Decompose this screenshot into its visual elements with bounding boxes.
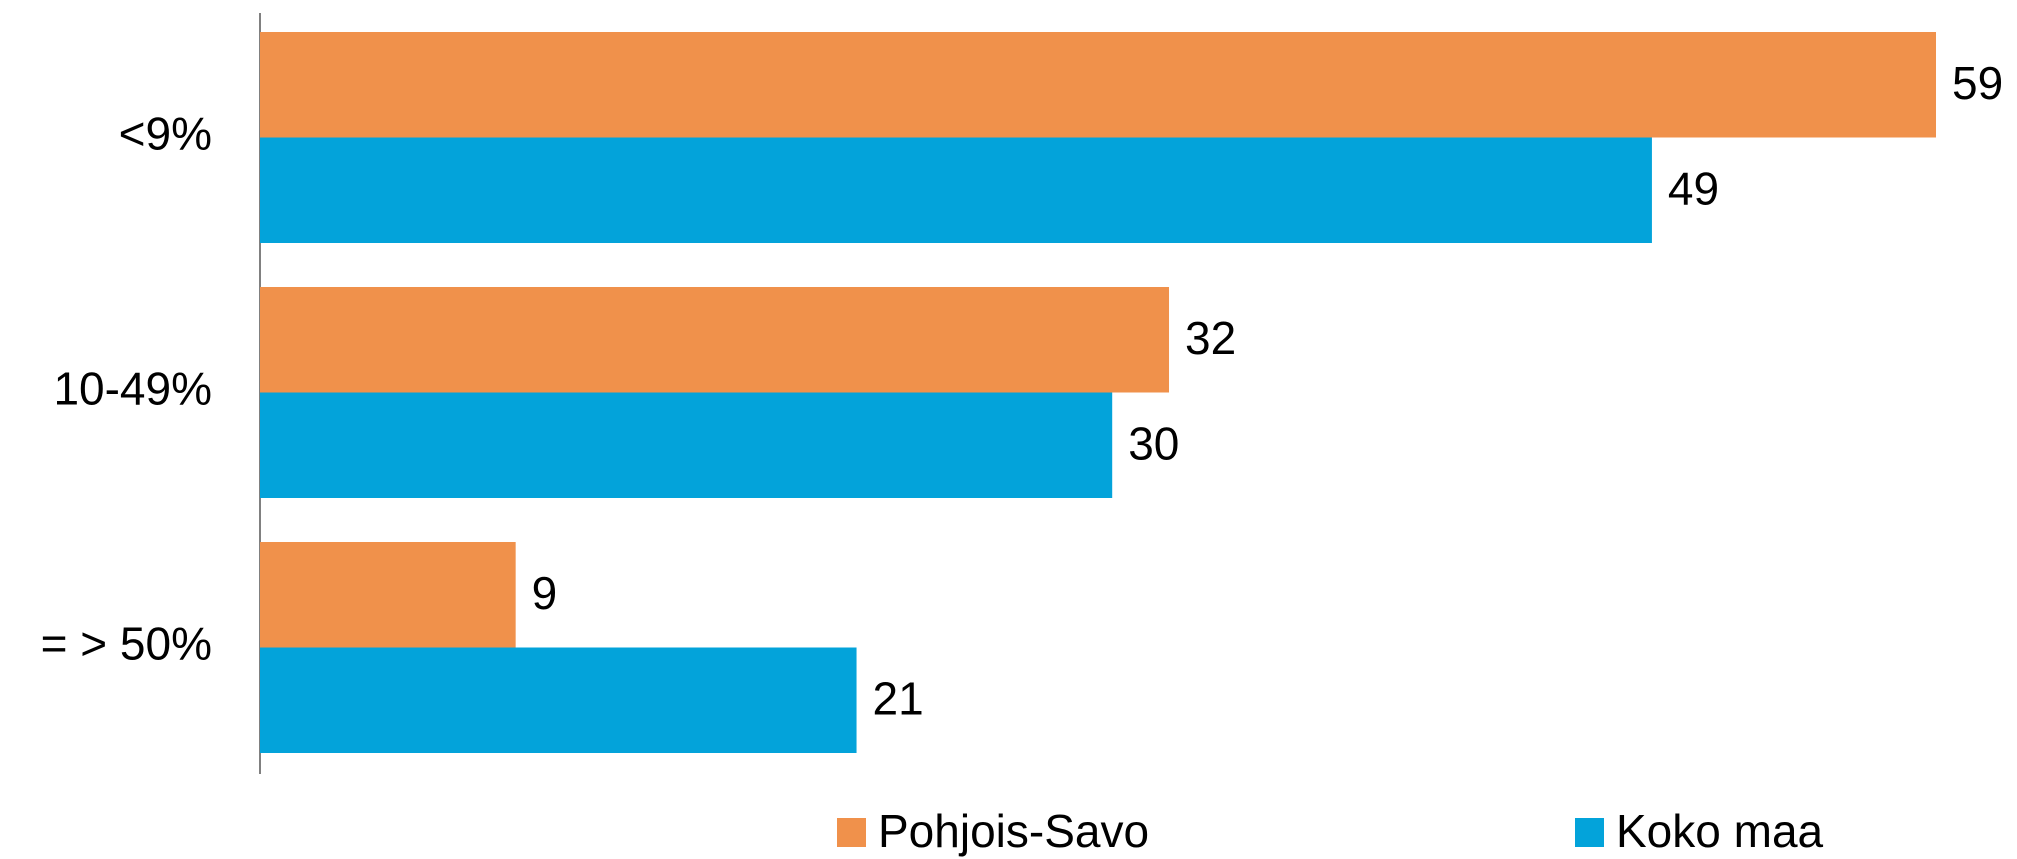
data-label: 9 (532, 567, 558, 619)
data-label: 21 (873, 672, 924, 724)
bar (260, 647, 857, 753)
bar (260, 287, 1170, 393)
legend-swatch (837, 818, 866, 847)
bar (260, 542, 516, 648)
legend-label: Pohjois-Savo (878, 805, 1149, 857)
legend-swatch (1575, 818, 1604, 847)
category-label: <9% (119, 108, 212, 160)
data-label: 30 (1128, 417, 1179, 469)
bar (260, 392, 1113, 498)
bar (260, 32, 1936, 138)
data-label: 32 (1185, 312, 1236, 364)
category-label: = > 50% (41, 618, 212, 670)
data-label: 49 (1668, 162, 1719, 214)
legend-label: Koko maa (1616, 805, 1824, 857)
bar (260, 137, 1652, 243)
category-label: 10-49% (53, 363, 212, 415)
data-label: 59 (1952, 57, 2003, 109)
